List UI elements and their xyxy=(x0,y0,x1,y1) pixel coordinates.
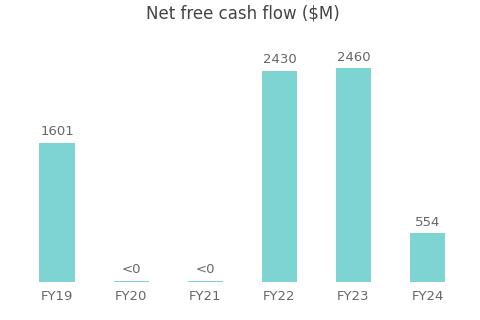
Text: 1601: 1601 xyxy=(40,125,74,138)
Text: <0: <0 xyxy=(121,263,141,276)
Text: <0: <0 xyxy=(196,263,215,276)
Bar xyxy=(262,70,297,282)
Bar xyxy=(410,234,445,282)
Title: Net free cash flow ($M): Net free cash flow ($M) xyxy=(145,5,339,23)
Bar xyxy=(336,68,371,282)
Bar xyxy=(114,281,149,282)
Text: 554: 554 xyxy=(415,216,440,229)
Text: 2430: 2430 xyxy=(263,53,296,66)
Bar xyxy=(39,142,75,282)
Text: 2460: 2460 xyxy=(336,51,370,64)
Bar xyxy=(188,281,223,282)
